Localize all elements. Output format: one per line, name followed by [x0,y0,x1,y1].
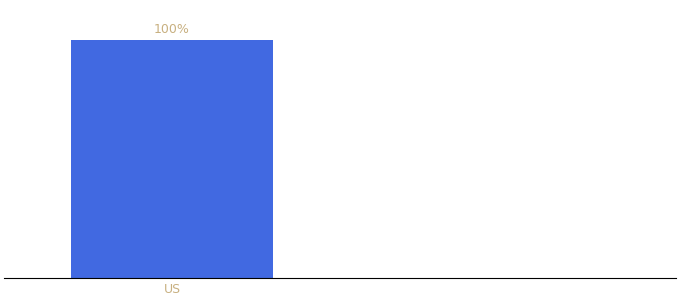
Bar [71,40,273,278]
Text: 100%: 100% [154,23,190,36]
